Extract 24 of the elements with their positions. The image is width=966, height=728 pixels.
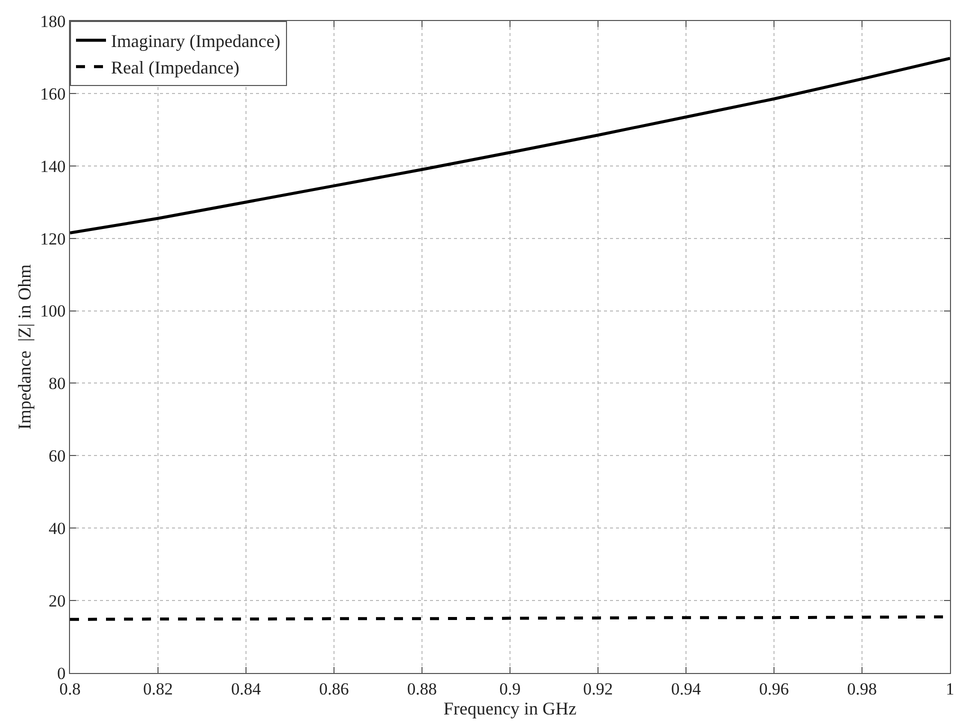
y-tick-label: 60	[48, 446, 66, 466]
x-tick-label: 0.86	[319, 679, 349, 698]
x-tick-label: 0.84	[231, 679, 262, 698]
y-tick-label: 20	[48, 592, 66, 611]
y-tick-label: 160	[40, 84, 66, 104]
y-tick-label: 120	[40, 229, 66, 248]
x-tick-label: 0.9	[499, 679, 521, 698]
y-tick-label: 80	[48, 374, 66, 394]
x-tick-label: 0.82	[143, 679, 173, 698]
y-tick-label: 100	[40, 302, 66, 321]
x-tick-label: 0.96	[759, 679, 789, 698]
legend-label: Real (Impedance)	[111, 58, 240, 78]
y-tick-label: 140	[40, 156, 66, 176]
x-tick-label: 0.94	[671, 679, 702, 698]
line-series	[70, 56, 950, 234]
x-tick-label: 0.88	[407, 679, 437, 698]
legend-label: Imaginary (Impedance)	[111, 31, 280, 52]
x-tick-label: 0.92	[583, 679, 613, 698]
x-tick-label: 1	[946, 679, 954, 698]
x-tick-label: 0.98	[847, 679, 877, 698]
x-axis-title: Frequency in GHz	[444, 698, 576, 718]
y-tick-label: 180	[40, 12, 66, 31]
y-tick-label: 40	[48, 519, 66, 538]
y-axis-title: Impedance |Z| in Ohm	[14, 264, 34, 430]
